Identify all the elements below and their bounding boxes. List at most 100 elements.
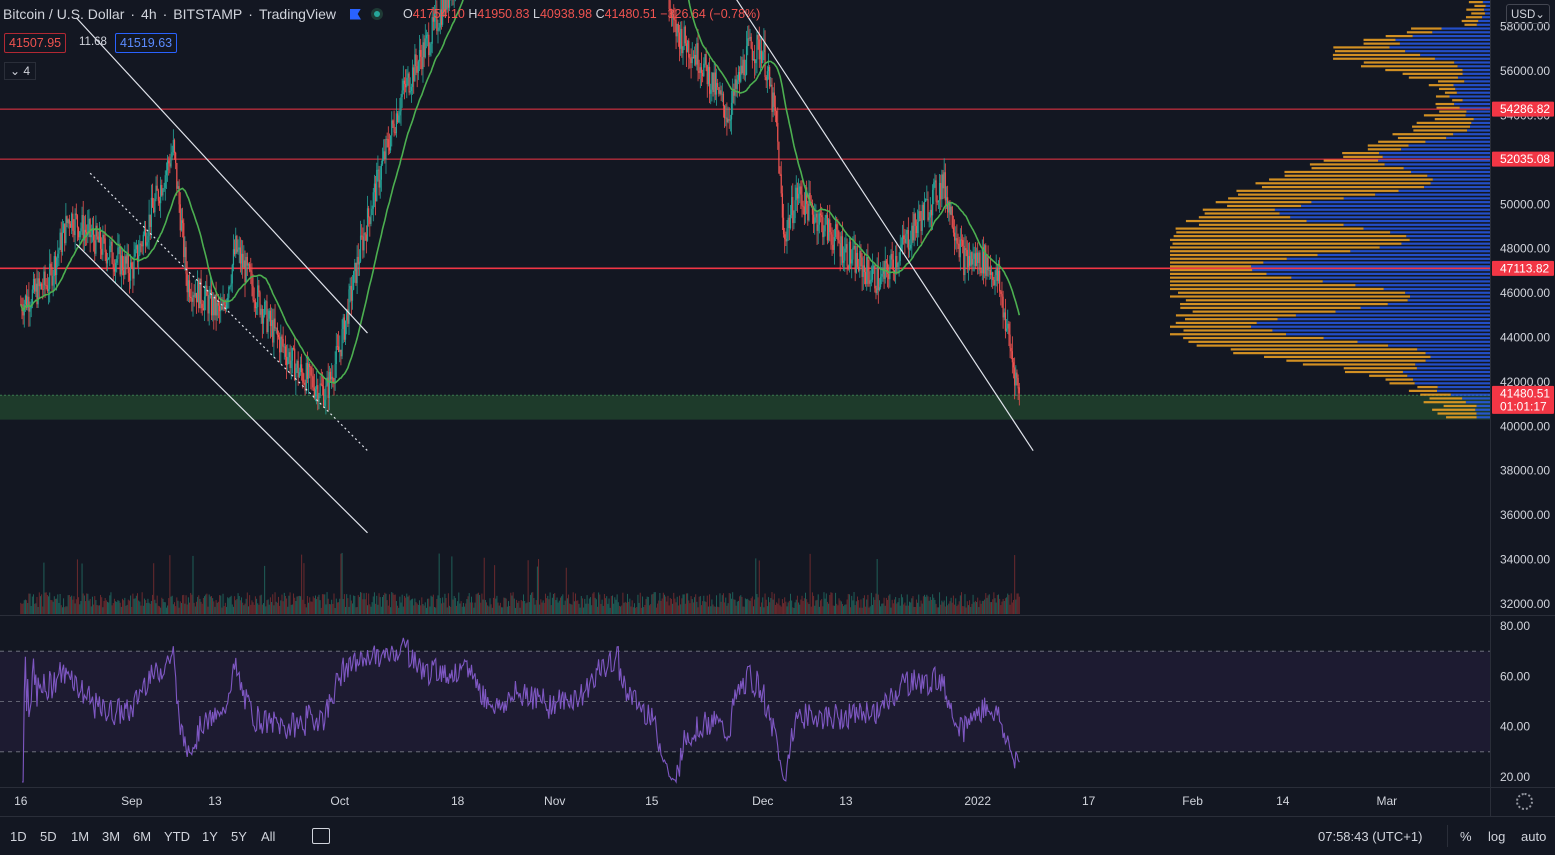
- interval-label[interactable]: 4h: [141, 6, 157, 22]
- volume-bar: [863, 595, 865, 614]
- volume-bar: [569, 603, 571, 614]
- log-toggle[interactable]: log: [1488, 829, 1506, 844]
- candle-body: [1007, 323, 1009, 329]
- volume-profile-bar-up: [1403, 167, 1490, 170]
- candle-body: [828, 219, 830, 241]
- volume-bar: [736, 601, 738, 614]
- candle-body: [170, 156, 172, 167]
- volume-bar: [175, 606, 177, 614]
- candle-body: [861, 257, 863, 277]
- candle-body: [818, 213, 820, 225]
- volume-bar: [662, 592, 664, 614]
- replay-icon[interactable]: [312, 828, 330, 844]
- candle-body: [896, 255, 898, 268]
- candle-body: [35, 283, 37, 292]
- volume-bar: [810, 606, 812, 614]
- volume-bar: [798, 602, 800, 614]
- indicators-toggle[interactable]: ⌄ 4: [4, 62, 37, 80]
- candle-body: [1014, 367, 1016, 386]
- candle-body: [365, 234, 367, 241]
- timeframe-5d[interactable]: 5D: [40, 829, 57, 844]
- candle-body: [175, 152, 177, 163]
- percent-toggle[interactable]: %: [1460, 829, 1472, 844]
- volume-profile-bar-up: [1295, 314, 1490, 317]
- volume-bar: [647, 596, 649, 614]
- volume-bar: [453, 595, 455, 614]
- volume-bar: [683, 594, 685, 614]
- volume-bar: [665, 596, 667, 614]
- volume-bar: [152, 594, 154, 614]
- volume-profile-bar-up: [1437, 386, 1490, 389]
- candle-body: [250, 270, 252, 272]
- price-axis-tick: 48000.00: [1500, 242, 1550, 256]
- volume-bar: [393, 594, 395, 614]
- candle-body: [757, 35, 759, 40]
- candle-body: [29, 308, 31, 312]
- volume-bar: [1011, 602, 1013, 614]
- volume-bar: [83, 595, 85, 614]
- volume-bar: [104, 597, 106, 614]
- timeframe-all[interactable]: All: [261, 829, 276, 844]
- volume-bar: [373, 592, 375, 614]
- candle-body: [717, 83, 719, 88]
- volume-bar: [548, 599, 550, 614]
- timeframe-3m[interactable]: 3M: [102, 829, 121, 844]
- flag-icon[interactable]: [349, 8, 361, 20]
- candle-body: [276, 327, 278, 335]
- candle-body: [847, 265, 849, 270]
- volume-bar: [81, 563, 83, 614]
- candle-body: [980, 270, 982, 274]
- candle-body: [936, 201, 938, 203]
- candle-body: [779, 173, 781, 175]
- candle-body: [823, 231, 825, 238]
- volume-bar: [228, 598, 230, 614]
- volume-bar: [982, 600, 984, 614]
- symbol-title[interactable]: Bitcoin / U.S. Dollar: [3, 6, 125, 22]
- price-label-box: [1492, 151, 1554, 167]
- volume-bar: [877, 594, 879, 614]
- candle-body: [258, 285, 260, 293]
- auto-toggle[interactable]: auto: [1521, 829, 1547, 844]
- volume-profile-bar-down: [1446, 416, 1477, 419]
- timeframe-1d[interactable]: 1D: [10, 829, 27, 844]
- volume-profile-bar-down: [1233, 352, 1426, 355]
- volume-bar: [873, 597, 875, 614]
- volume-bar: [407, 596, 409, 614]
- volume-bar: [100, 594, 102, 614]
- volume-bar: [442, 597, 444, 614]
- volume-bar: [22, 603, 24, 614]
- sell-price-button[interactable]: 41507.95: [4, 33, 67, 53]
- volume-profile-bar-down: [1367, 148, 1402, 151]
- trend-line: [75, 243, 368, 534]
- volume-bar: [158, 606, 160, 614]
- timeframe-6m[interactable]: 6M: [133, 829, 152, 844]
- timeframe-1y[interactable]: 1Y: [202, 829, 218, 844]
- clock-timezone[interactable]: 07:58:43 (UTC+1): [1318, 829, 1423, 844]
- timeframe-1m[interactable]: 1M: [71, 829, 90, 844]
- volume-bar: [358, 596, 360, 614]
- volume-bar: [401, 594, 403, 614]
- timeframe-5y[interactable]: 5Y: [231, 829, 247, 844]
- timeframe-ytd[interactable]: YTD: [164, 829, 190, 844]
- exchange-label: BITSTAMP: [173, 6, 243, 22]
- candle-body: [1018, 387, 1020, 394]
- candle-body: [355, 262, 357, 284]
- volume-bar: [164, 602, 166, 614]
- candle-body: [856, 252, 859, 267]
- currency-button[interactable]: USD⌄: [1506, 4, 1550, 24]
- volume-bar: [362, 599, 364, 614]
- volume-bar: [408, 595, 410, 614]
- rsi-axis-tick: 60.00: [1500, 669, 1530, 683]
- buy-price-button[interactable]: 41519.63: [115, 33, 178, 53]
- settings-gear-icon[interactable]: [1516, 793, 1533, 810]
- volume-profile-bar-up: [1457, 76, 1490, 79]
- price-chart[interactable]: 58000.0056000.0054000.0052000.0050000.00…: [0, 0, 1555, 816]
- candle-body: [50, 263, 52, 267]
- volume-bar: [220, 595, 222, 614]
- candle-body: [304, 382, 306, 392]
- candle-body: [979, 252, 981, 271]
- volume-bar: [532, 592, 534, 614]
- volume-bar: [490, 604, 492, 614]
- volume-bar: [681, 598, 683, 614]
- candle-body: [27, 296, 29, 308]
